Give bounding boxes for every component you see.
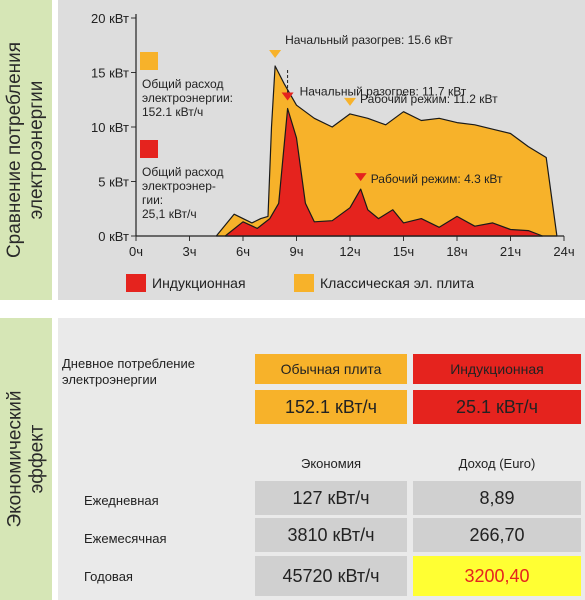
savings-monthly: 3810 кВт/ч [255, 518, 407, 552]
chart-panel: 0 кВт 5 кВт 10 кВт 15 кВт 20 кВт 0ч 3ч 6ч 9ч 12ч 1… [58, 0, 585, 300]
x-tick-label-1: 3ч [182, 244, 196, 259]
daily-consumption-label: Дневное потребление электроэнергии [62, 356, 195, 387]
row-label-monthly: Ежемесячная [84, 531, 167, 546]
x-tick-label-3: 9ч [289, 244, 303, 259]
y-tick-label-4: 20 кВт [91, 11, 129, 26]
side-label-economy-line1: Экономический [4, 390, 25, 528]
annotation-label-2: Рабочий режим: 11.2 кВт [360, 92, 498, 106]
side-label-comparison: Сравнение потребления электроэнергии [0, 0, 52, 300]
row-label-daily: Ежедневная [84, 493, 159, 508]
legend-swatch-1 [294, 274, 314, 292]
y-tick-label-0: 0 кВт [98, 229, 129, 244]
income-daily: 8,89 [413, 481, 581, 515]
total-text-1-1: электроэнер- [142, 179, 216, 193]
side-label-comparison-line1: Сравнение потребления [4, 41, 26, 259]
total-swatch-1 [140, 140, 158, 158]
x-tick-label-2: 6ч [236, 244, 250, 259]
annotation-marker-0 [269, 49, 282, 58]
row-label-yearly: Годовая [84, 569, 133, 584]
annotation-marker-2 [344, 97, 356, 106]
income-header: Доход (Euro) [458, 456, 536, 471]
total-text-0-1: электроэнергии: [142, 91, 233, 105]
annotation-marker-1 [281, 92, 294, 101]
legend-swatch-0 [126, 274, 146, 292]
x-tick-label-8: 24ч [553, 244, 574, 259]
header-induction-stove: Индукционная [413, 354, 581, 384]
x-tick-label-6: 18ч [446, 244, 467, 259]
total-text-1-3: 25,1 кВт/ч [142, 207, 197, 221]
savings-yearly: 45720 кВт/ч [255, 556, 407, 596]
daily-classic-value: 152.1 кВт/ч [255, 390, 407, 424]
x-tick-label-0: 0ч [129, 244, 143, 259]
total-text-0-2: 152.1 кВт/ч [142, 105, 203, 119]
legend-label-0: Индукционная [152, 275, 246, 291]
side-label-economy: Экономический эффект [0, 318, 52, 600]
x-tick-label-4: 12ч [339, 244, 360, 259]
income-yearly: 3200,40 [413, 556, 581, 596]
y-tick-label-1: 5 кВт [98, 175, 129, 190]
annotation-label-1: Начальный разогрев: 11.7 кВт [300, 84, 467, 98]
total-swatch-0 [140, 52, 158, 70]
daily-induction-value: 25.1 кВт/ч [413, 390, 581, 424]
economy-panel: Дневное потребление электроэнергии Обычн… [58, 318, 585, 600]
total-text-0-0: Общий расход [142, 77, 223, 91]
annotation-label-3: Рабочий режим: 4.3 кВт [371, 172, 503, 186]
consumption-chart: 0 кВт 5 кВт 10 кВт 15 кВт 20 кВт 0ч 3ч 6ч 9ч 12ч 1… [91, 11, 575, 292]
total-text-1-0: Общий расход [142, 165, 223, 179]
annotation-marker-3 [354, 173, 367, 182]
header-classic-stove: Обычная плита [255, 354, 407, 384]
legend-label-1: Классическая эл. плита [320, 275, 474, 291]
savings-daily: 127 кВт/ч [255, 481, 407, 515]
y-tick-label-2: 10 кВт [91, 120, 129, 135]
income-monthly: 266,70 [413, 518, 581, 552]
x-tick-label-5: 15ч [393, 244, 414, 259]
side-label-comparison-line2: электроэнергии [26, 80, 48, 220]
annotation-label-0: Начальный разогрев: 15.6 кВт [285, 33, 453, 47]
y-tick-label-3: 15 кВт [91, 66, 129, 81]
x-tick-label-7: 21ч [500, 244, 521, 259]
savings-header: Экономия [300, 456, 362, 471]
side-label-economy-line2: эффект [26, 424, 47, 494]
total-text-1-2: гии: [142, 193, 163, 207]
area-series-1 [224, 107, 544, 237]
